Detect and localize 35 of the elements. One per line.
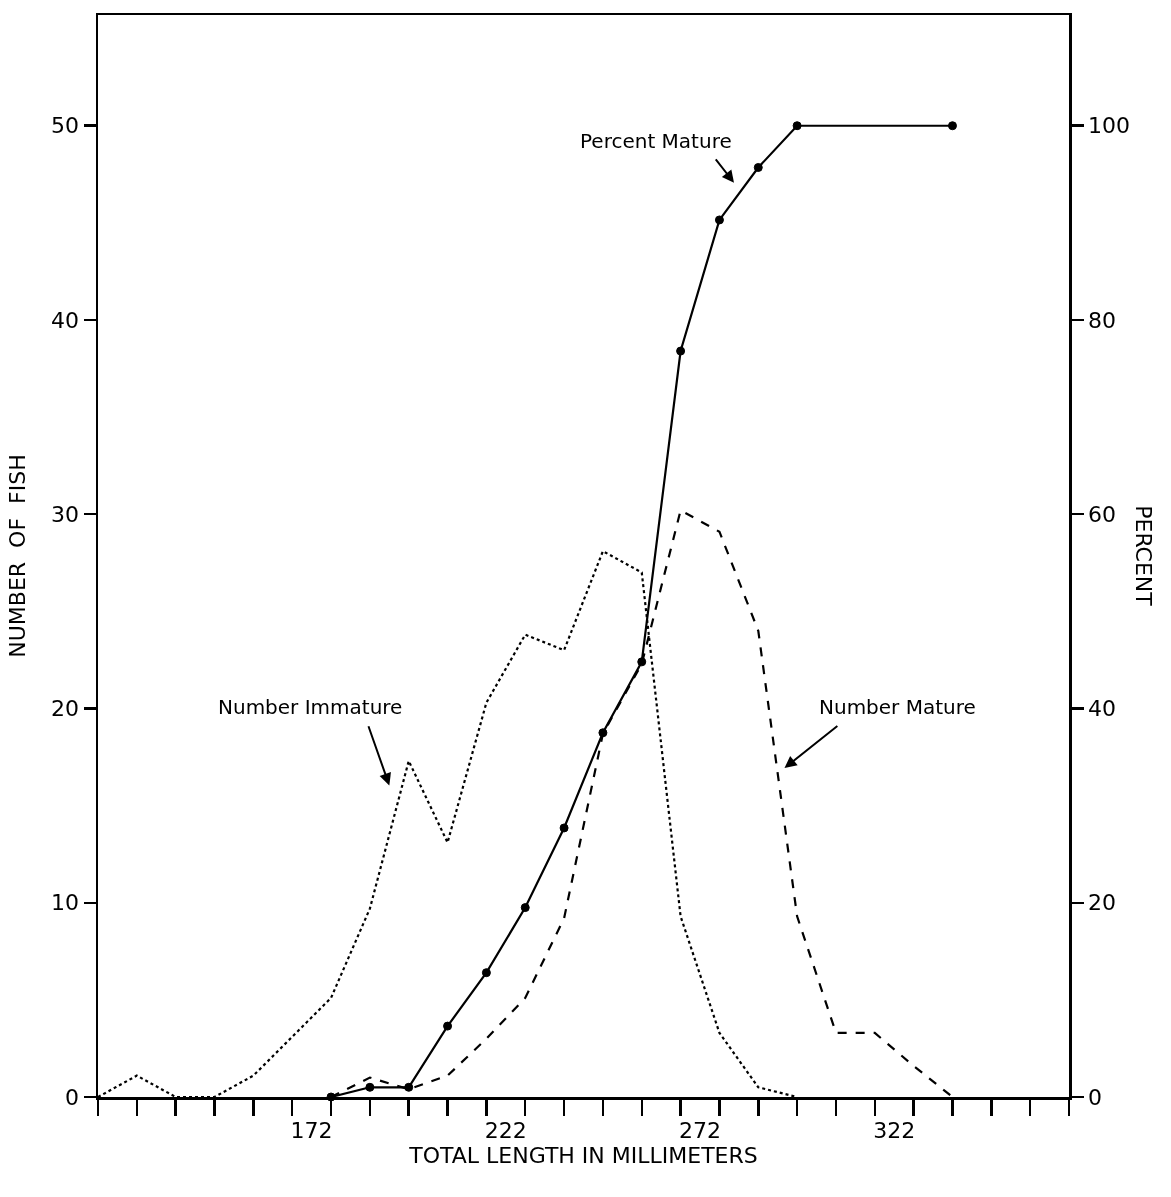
x-tick-label: 172 bbox=[290, 1118, 333, 1144]
y-tick-label: 40 bbox=[51, 307, 80, 333]
y2-axis-title: PERCENT bbox=[1130, 505, 1156, 607]
x-tick-label: 272 bbox=[679, 1118, 722, 1144]
y-tick-label: 30 bbox=[51, 501, 80, 527]
point bbox=[947, 121, 957, 131]
y-axis-title: NUMBER OF FISH bbox=[4, 454, 30, 658]
x-axis-title: TOTAL LENGTH IN MILLIMETERS bbox=[408, 1143, 758, 1169]
y-tick-label: 20 bbox=[51, 696, 80, 722]
point bbox=[481, 968, 491, 978]
text: Number Immature bbox=[218, 695, 403, 719]
point bbox=[520, 903, 530, 913]
point bbox=[559, 823, 569, 833]
point bbox=[404, 1082, 414, 1092]
point bbox=[676, 346, 686, 356]
x-tick-label: 222 bbox=[484, 1118, 527, 1144]
y-tick-label: 0 bbox=[65, 1084, 80, 1110]
x-tick-label: 322 bbox=[873, 1118, 916, 1144]
point bbox=[714, 215, 724, 225]
y2-tick-label: 100 bbox=[1087, 113, 1130, 139]
point bbox=[598, 728, 608, 738]
y-tick-label: 10 bbox=[51, 890, 80, 916]
y2-tick-label: 80 bbox=[1087, 307, 1116, 333]
text: Number Mature bbox=[819, 695, 976, 719]
series-label: Percent Mature bbox=[580, 129, 732, 153]
point bbox=[365, 1082, 375, 1092]
y2-tick-label: 40 bbox=[1087, 696, 1116, 722]
point bbox=[637, 657, 647, 667]
y-tick-label: 50 bbox=[51, 113, 80, 139]
y2-tick-label: 0 bbox=[1087, 1084, 1102, 1110]
point bbox=[443, 1021, 453, 1031]
y2-tick-label: 60 bbox=[1087, 501, 1116, 527]
y2-tick-label: 20 bbox=[1087, 890, 1116, 916]
point bbox=[792, 121, 802, 131]
point bbox=[753, 162, 763, 172]
